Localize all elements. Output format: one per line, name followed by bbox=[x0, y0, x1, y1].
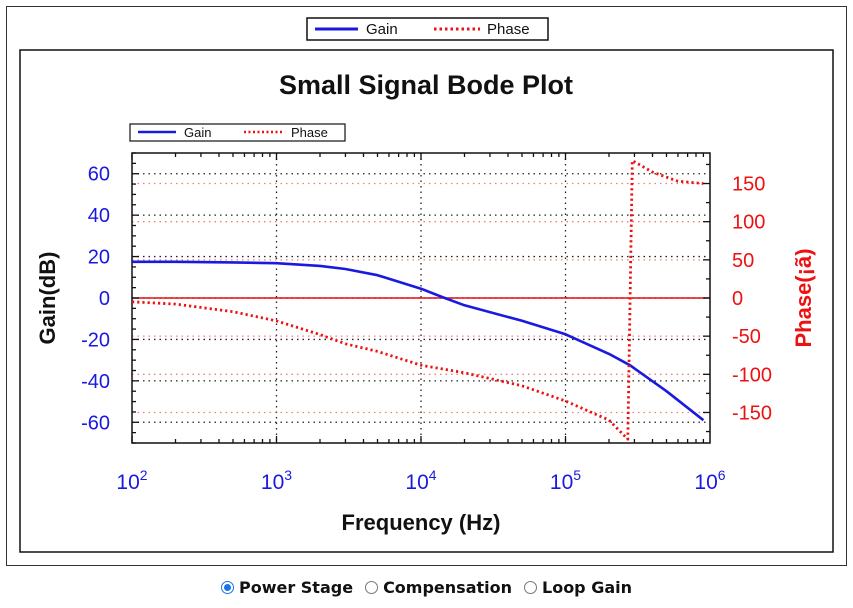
y-right-tick-label: 150 bbox=[732, 174, 765, 196]
y-left-tick-label: 0 bbox=[99, 288, 110, 310]
option-power-stage[interactable]: Power Stage bbox=[220, 578, 354, 597]
x-tick-label: 104 bbox=[405, 467, 436, 494]
plot-selector: Power Stage Compensation Loop Gain bbox=[0, 578, 853, 597]
inner-legend-gain-label: Gain bbox=[184, 125, 211, 140]
outer-legend-phase-label: Phase bbox=[487, 21, 530, 38]
compensation-radio[interactable] bbox=[365, 581, 379, 594]
x-tick-label: 105 bbox=[550, 467, 581, 494]
chart-title: Small Signal Bode Plot bbox=[279, 70, 573, 100]
x-tick-label: 103 bbox=[261, 467, 292, 494]
y-right-tick-label: 50 bbox=[732, 250, 754, 272]
gridlines bbox=[132, 153, 710, 443]
power-stage-label: Power Stage bbox=[238, 578, 354, 597]
outer-legend: Gain Phase bbox=[306, 17, 549, 41]
inner-legend: Gain Phase bbox=[129, 123, 346, 142]
loop-gain-label: Loop Gain bbox=[542, 578, 633, 597]
y-left-tick-label: 20 bbox=[88, 247, 110, 269]
loop-gain-radio[interactable] bbox=[524, 581, 537, 594]
y-right-tick-label: -150 bbox=[732, 402, 772, 424]
series-phase-line bbox=[131, 159, 704, 441]
x-axis-title: Frequency (Hz) bbox=[342, 510, 501, 535]
y-axis-right-title: Phase(¡ã) bbox=[791, 248, 816, 347]
y-left-tick-label: 40 bbox=[88, 205, 110, 227]
x-tick-label: 102 bbox=[116, 467, 147, 494]
series-layer bbox=[131, 159, 705, 441]
y-axis-left-title: Gain(dB) bbox=[35, 252, 60, 345]
y-left-tick-label: -40 bbox=[81, 371, 110, 393]
y-right-tick-label: -50 bbox=[732, 326, 761, 348]
y-right-tick-label: 100 bbox=[732, 212, 765, 234]
y-right-tick-label: -100 bbox=[732, 364, 772, 386]
y-left-tick-label: 60 bbox=[88, 164, 110, 186]
bode-chart: Gain Phase Small Signal Bode Plot Gain P… bbox=[19, 17, 834, 553]
power-stage-radio[interactable] bbox=[220, 581, 234, 594]
y-right-tick-label: 0 bbox=[732, 288, 743, 310]
x-tick-label: 106 bbox=[694, 467, 725, 494]
y-left-tick-label: -60 bbox=[81, 412, 110, 434]
option-compensation[interactable]: Compensation bbox=[365, 578, 512, 597]
inner-legend-box bbox=[129, 123, 346, 142]
series-gain-line bbox=[132, 260, 705, 422]
outer-legend-gain-label: Gain bbox=[366, 21, 398, 38]
y-left-tick-label: -20 bbox=[81, 329, 110, 351]
option-loop-gain[interactable]: Loop Gain bbox=[524, 578, 632, 597]
axis-ticks: 102 103 104 105 106 60 40 20 0 -20 -40 -60 150 100 50 0… bbox=[81, 152, 772, 494]
outer-legend-box bbox=[306, 17, 549, 41]
inner-legend-phase-label: Phase bbox=[291, 125, 328, 140]
compensation-label: Compensation bbox=[383, 578, 512, 597]
